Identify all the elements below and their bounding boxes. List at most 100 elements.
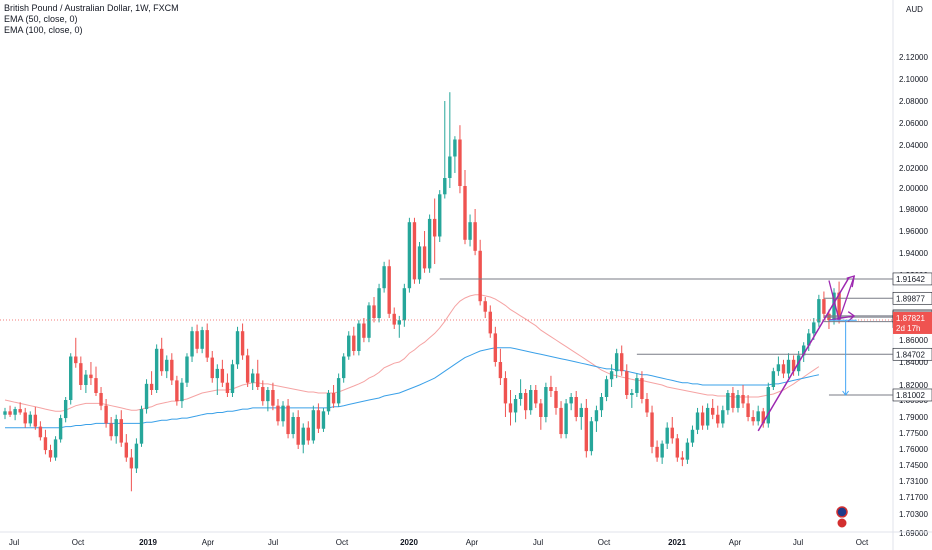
candle-body [695,412,700,430]
y-tick-label: 1.73100 [899,477,928,486]
candle-body [630,393,634,395]
candle-body [837,292,841,321]
candle-body [680,457,685,460]
candle-body [357,323,361,351]
candle-body [448,156,452,178]
arrowhead-up [846,275,856,288]
candle-body [786,359,791,374]
candle-body [766,387,771,424]
candle-body [604,379,609,397]
y-tick-label: 1.76000 [899,445,928,454]
candle-body [776,364,781,372]
candle-body [443,178,447,195]
candle-body [432,218,437,237]
candle-body [266,390,270,402]
trend-drawings[interactable] [757,275,857,432]
aud-flag-icon [836,517,848,529]
candle-body [154,348,159,390]
candle-body [316,410,321,429]
y-tick-label: 2.02000 [899,164,928,173]
candle-body [170,359,174,381]
level-price-tag [892,388,932,402]
y-tick-label: 1.86000 [899,336,928,345]
x-tick-label: 2019 [139,538,157,547]
x-tick-label: Jul [9,538,19,547]
candle-body [382,266,386,289]
y-tick-label: 1.77500 [899,429,928,438]
candle-body [468,222,472,240]
candle-body [124,442,129,458]
candle-body [387,266,391,314]
candle-body [367,305,371,338]
y-tick-label: 1.71700 [899,493,928,502]
candle-body [362,323,366,338]
candle-body [180,382,184,402]
candle-body [544,387,548,417]
candle-body [635,378,639,393]
y-tick-label: 2.12000 [899,53,928,62]
candle-body [483,301,487,312]
candle-body [463,186,467,240]
symbol-title[interactable]: British Pound / Australian Dollar, 1W, F… [4,3,179,13]
candle-body [326,393,331,412]
x-tick-label: Jul [793,538,803,547]
candle-body [301,427,305,445]
candle-body [438,194,442,237]
candle-body [245,355,250,383]
candle-body [473,222,477,251]
candle-body [559,407,563,435]
y-tick-label: 1.74500 [899,461,928,470]
candle-body [817,299,821,323]
time-axis[interactable]: Jul Oct 2019 Apr Jul Oct 2020 Apr Jul Oct 2021 Apr J… [0,531,932,547]
candle-body [235,331,240,365]
candle-body [685,442,690,460]
candle-body [741,395,745,404]
candle-body [493,333,498,362]
ema50-legend[interactable]: EMA (50, close, 0) [4,14,78,24]
candle-body [205,330,209,358]
candle-body [74,356,78,364]
candle-body [311,410,316,441]
candle-body [690,429,695,443]
ema100-legend[interactable]: EMA (100, close, 0) [4,25,83,35]
candle-body [210,357,214,379]
candle-body [160,348,164,372]
candle-body [700,412,705,426]
candle-body [8,411,12,415]
candle-body [94,378,98,393]
candle-body [392,313,396,325]
candle-body [99,393,103,406]
candle-body [427,218,432,269]
flag-icons[interactable] [836,506,848,529]
candle-body [397,320,401,325]
candle-body [822,299,826,314]
candle-body [660,443,664,458]
candle-body [372,305,376,318]
candle-body [791,359,796,372]
candle-body [18,409,22,413]
candle-series [3,92,841,492]
candle-body [625,371,629,395]
candle-body [139,409,144,444]
horizontal-levels[interactable] [0,278,893,396]
countdown-label: 2d 17h [896,324,920,333]
candle-body [79,363,83,385]
candle-body [620,353,624,372]
candle-body [53,439,58,458]
candle-body [341,356,346,379]
candle-body [200,330,204,349]
gbp-flag-icon [836,506,848,518]
level-price-tag [892,291,932,305]
candle-body [665,427,669,444]
x-tick-label: Oct [336,538,349,547]
y-tick-label: 1.96000 [899,227,928,236]
candle-body [286,405,290,435]
candle-body [195,331,199,349]
x-tick-label: Jul [533,538,543,547]
y-tick-label: 1.70300 [899,510,928,519]
x-tick-label: 2021 [668,538,686,547]
candle-body [175,380,179,402]
candle-body [347,335,351,357]
candle-body [23,412,27,424]
